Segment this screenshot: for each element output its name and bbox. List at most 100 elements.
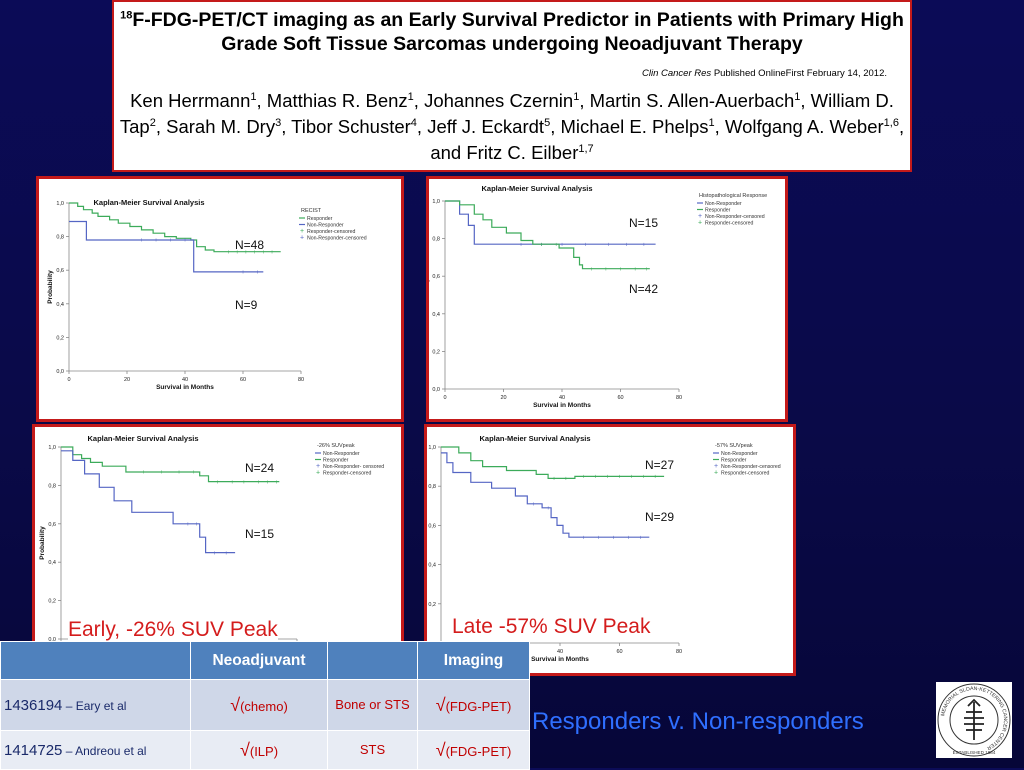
x-tick-label: 40 (559, 395, 565, 401)
caption-late: Late -57% SUV Peak (452, 615, 651, 639)
censor-mark: + (630, 474, 634, 481)
legend-title: -57% SUVpeak (715, 443, 753, 449)
km-curve-non-responder (69, 220, 264, 273)
header-neoadjuvant: Neoadjuvant (190, 641, 328, 680)
km-plot-recist: 0,0 0,2 0,4 0,6 0,8 1,0 0 20 40 60 80 Survival in M… (36, 176, 404, 422)
legend-entry: Responder (323, 458, 349, 464)
censor-mark: + (627, 534, 631, 541)
n-count-label: N=24 (245, 461, 274, 475)
author-name: Fritz C. Eilber (466, 142, 579, 163)
y-tick-label: 0,2 (428, 602, 436, 608)
y-tick-label: 0,0 (56, 369, 64, 375)
n-count-label: N=9 (235, 298, 258, 312)
y-axis-label: Probability (429, 278, 430, 312)
table-row: 1414725 – Andreou et al √(ILP) STS √(FDG… (0, 730, 530, 770)
legend-marker: + (300, 235, 304, 242)
author-list: Ken Herrmann1, Matthias R. Benz1, Johann… (119, 90, 905, 163)
legend-entry: Non-Responder-censored (721, 464, 781, 470)
legend-title: RECIST (301, 208, 322, 214)
n-count-label: N=42 (629, 282, 658, 296)
x-tick-label: 0 (67, 377, 70, 383)
censor-mark: + (619, 266, 623, 273)
author-affiliation: 5 (544, 116, 551, 129)
y-tick-label: 0,4 (48, 560, 56, 566)
y-tick-label: 0,6 (48, 522, 56, 528)
y-tick-label: 0,2 (56, 335, 64, 341)
author-name: William D. Tap (119, 90, 894, 137)
legend-entry: Non-Responder (323, 451, 360, 457)
author-affiliation: 1 (573, 90, 580, 103)
y-tick-label: 0,8 (48, 483, 56, 489)
author-affiliation: 1 (794, 90, 801, 103)
y-tick-label: 1,0 (48, 445, 56, 451)
censor-mark: + (270, 249, 274, 256)
censor-mark: + (582, 474, 586, 481)
legend-entry: Responder-censored (307, 229, 356, 235)
article-title: 18F-FDG-PET/CT imaging as an Early Survi… (120, 9, 904, 55)
tumor-type-cell: STS (327, 730, 418, 770)
x-axis-label: Survival in Months (533, 402, 591, 409)
header-cell (0, 641, 191, 680)
censor-mark: + (169, 237, 173, 244)
author-name: Matthias R. Benz (266, 90, 408, 111)
legend-entry: Non-Responder (721, 451, 758, 457)
censor-mark: + (612, 534, 616, 541)
y-tick-label: 0,8 (428, 484, 436, 490)
legend-marker: + (300, 228, 304, 235)
censor-mark: + (195, 521, 199, 528)
n-count-label: N=29 (645, 510, 674, 524)
km-plot-histopath: 0,0 0,2 0,4 0,6 0,8 1,0 0 20 40 60 80 Survival in M… (426, 176, 788, 422)
n-count-label: N=48 (235, 238, 264, 252)
y-tick-label: 0,8 (432, 237, 440, 243)
article-header: 18F-FDG-PET/CT imaging as an Early Survi… (112, 0, 912, 172)
censor-mark: + (227, 249, 231, 256)
legend-marker: + (316, 463, 320, 470)
y-tick-label: 0,0 (432, 387, 440, 393)
responders-caption: Responders v. Non-responders (532, 708, 864, 735)
legend-marker: + (698, 220, 702, 227)
x-axis-label: Survival in Months (531, 656, 589, 663)
censor-mark: + (183, 237, 187, 244)
table-row: 1436194 – Eary et al √(chemo) Bone or ST… (0, 679, 530, 731)
censor-mark: + (242, 479, 246, 486)
censor-mark: + (531, 501, 535, 508)
censor-mark: + (540, 241, 544, 248)
km-curve-responder (61, 446, 280, 483)
y-tick-label: 0,6 (56, 268, 64, 274)
chart-title: Kaplan-Meier Survival Analysis (93, 198, 204, 207)
x-tick-label: 80 (676, 649, 682, 655)
chart-title: Kaplan-Meier Survival Analysis (87, 434, 198, 443)
censor-mark: + (589, 266, 593, 273)
censor-mark: + (261, 249, 265, 256)
journal-citation: Clin Cancer Res Published OnlineFirst Fe… (642, 68, 888, 79)
censor-mark: + (215, 479, 219, 486)
author-affiliation: 1,7 (578, 142, 594, 155)
censor-mark: + (606, 474, 610, 481)
header-cell (327, 641, 418, 680)
x-axis-label: Survival in Months (156, 384, 214, 391)
legend-entry: Non-Responder-censored (705, 214, 765, 220)
censor-mark: + (582, 534, 586, 541)
header-imaging: Imaging (417, 641, 530, 680)
n-count-label: N=27 (645, 458, 674, 472)
legend-entry: Non-Responder (307, 223, 344, 229)
censor-mark: + (192, 469, 196, 476)
censor-mark: + (638, 534, 642, 541)
chart-title: Kaplan-Meier Survival Analysis (479, 434, 590, 443)
neoadjuvant-cell: √(chemo) (190, 679, 328, 731)
y-axis-label: Probability (47, 270, 54, 304)
km-curve-non-responder (61, 450, 236, 554)
x-tick-label: 60 (240, 377, 246, 383)
censor-mark: + (560, 241, 564, 248)
author-affiliation: 1 (708, 116, 715, 129)
censor-mark: + (607, 241, 611, 248)
author-affiliation: 3 (275, 116, 282, 129)
x-tick-label: 40 (557, 649, 563, 655)
censor-mark: + (633, 266, 637, 273)
censor-mark: + (224, 550, 228, 557)
censor-mark: + (213, 550, 217, 557)
author-name: Tibor Schuster (291, 116, 411, 137)
tumor-type-cell: Bone or STS (327, 679, 418, 731)
